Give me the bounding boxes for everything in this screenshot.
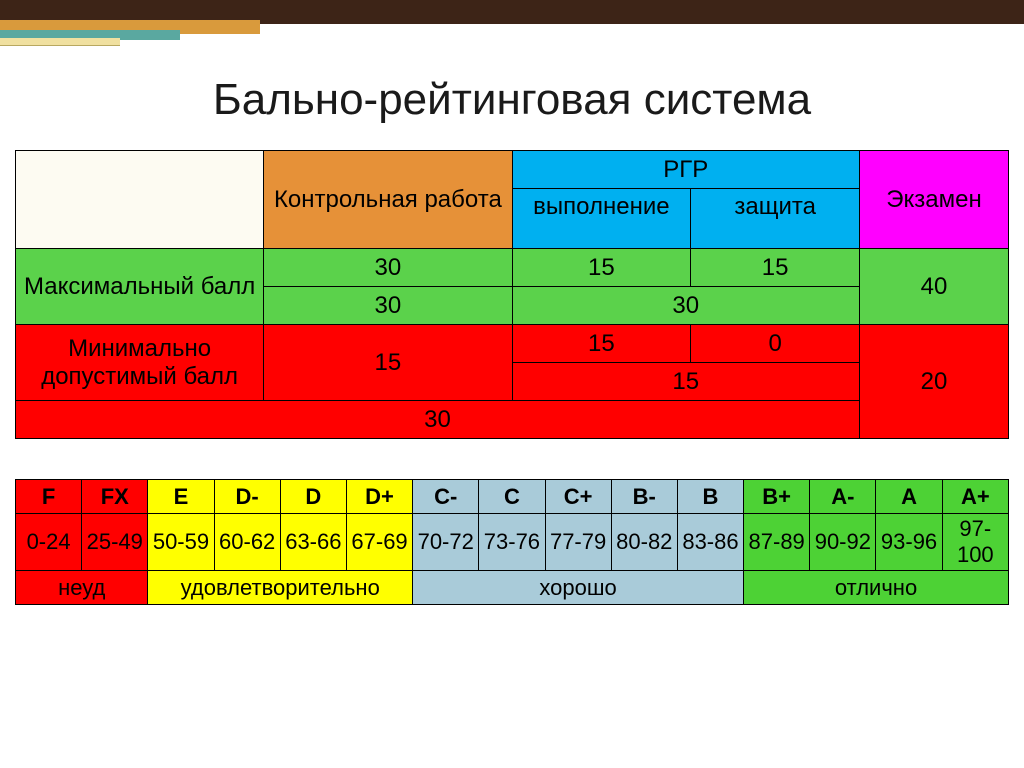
deco-bar-yellow — [0, 38, 120, 46]
grade-range-cell: 63-66 — [280, 514, 346, 571]
grade-letters-row: FFXED-DD+C-CC+B-BB+A-AA+ — [16, 480, 1009, 514]
grade-letter-cell: C- — [413, 480, 479, 514]
min-r1-c3: 0 — [691, 325, 860, 363]
header-control: Контрольная работа — [264, 151, 512, 249]
grade-range-cell: 0-24 — [16, 514, 82, 571]
grades-table: FFXED-DD+C-CC+B-BB+A-AA+ 0-2425-4950-596… — [15, 479, 1009, 605]
grade-range-cell: 90-92 — [810, 514, 876, 571]
slide-title: Бально-рейтинговая система — [0, 75, 1024, 125]
grade-label-fail: неуд — [16, 571, 148, 605]
header-blank — [16, 151, 264, 249]
grade-letter-cell: B- — [611, 480, 677, 514]
grade-range-cell: 70-72 — [413, 514, 479, 571]
min-score-label: Минимально допустимый балл — [16, 325, 264, 401]
grade-letter-cell: D — [280, 480, 346, 514]
grade-label-good: хорошо — [413, 571, 744, 605]
max-r2-c23: 30 — [512, 287, 860, 325]
grade-range-cell: 60-62 — [214, 514, 280, 571]
min-r1-c2: 15 — [512, 325, 691, 363]
slide-top-decoration — [0, 0, 1024, 60]
grade-ranges-row: 0-2425-4950-5960-6263-6667-6970-7273-767… — [16, 514, 1009, 571]
grade-range-cell: 77-79 — [545, 514, 611, 571]
min-exam: 20 — [860, 325, 1009, 439]
grade-label-sat: удовлетворительно — [148, 571, 413, 605]
max-exam: 40 — [860, 249, 1009, 325]
max-r2-c1: 30 — [264, 287, 512, 325]
grade-letter-cell: C+ — [545, 480, 611, 514]
min-r1-c1: 15 — [264, 325, 512, 401]
max-score-label: Максимальный балл — [16, 249, 264, 325]
grade-range-cell: 87-89 — [744, 514, 810, 571]
grade-letter-cell: D+ — [346, 480, 412, 514]
min-r3-total: 30 — [16, 401, 860, 439]
grade-range-cell: 97-100 — [942, 514, 1008, 571]
max-r1-c2: 15 — [512, 249, 691, 287]
min-r2-c23: 15 — [512, 363, 860, 401]
grade-range-cell: 80-82 — [611, 514, 677, 571]
grade-letter-cell: C — [479, 480, 545, 514]
header-rgr: РГР — [512, 151, 860, 189]
grade-letter-cell: FX — [82, 480, 148, 514]
header-rgr-sub1: выполнение — [512, 189, 691, 249]
grade-letter-cell: A+ — [942, 480, 1008, 514]
grade-labels-row: неуд удовлетворительно хорошо отлично — [16, 571, 1009, 605]
grade-range-cell: 73-76 — [479, 514, 545, 571]
grade-letter-cell: B — [677, 480, 743, 514]
max-r1-c1: 30 — [264, 249, 512, 287]
scoring-table: Контрольная работа РГР Экзамен выполнени… — [15, 150, 1009, 439]
grade-letter-cell: F — [16, 480, 82, 514]
grade-range-cell: 93-96 — [876, 514, 942, 571]
grade-letter-cell: E — [148, 480, 214, 514]
grade-range-cell: 67-69 — [346, 514, 412, 571]
header-rgr-sub2: защита — [691, 189, 860, 249]
grade-range-cell: 83-86 — [677, 514, 743, 571]
max-r1-c3: 15 — [691, 249, 860, 287]
grade-letter-cell: B+ — [744, 480, 810, 514]
header-exam: Экзамен — [860, 151, 1009, 249]
grade-letter-cell: A — [876, 480, 942, 514]
grade-range-cell: 25-49 — [82, 514, 148, 571]
grade-label-exc: отлично — [744, 571, 1009, 605]
grade-letter-cell: A- — [810, 480, 876, 514]
grade-letter-cell: D- — [214, 480, 280, 514]
grade-range-cell: 50-59 — [148, 514, 214, 571]
